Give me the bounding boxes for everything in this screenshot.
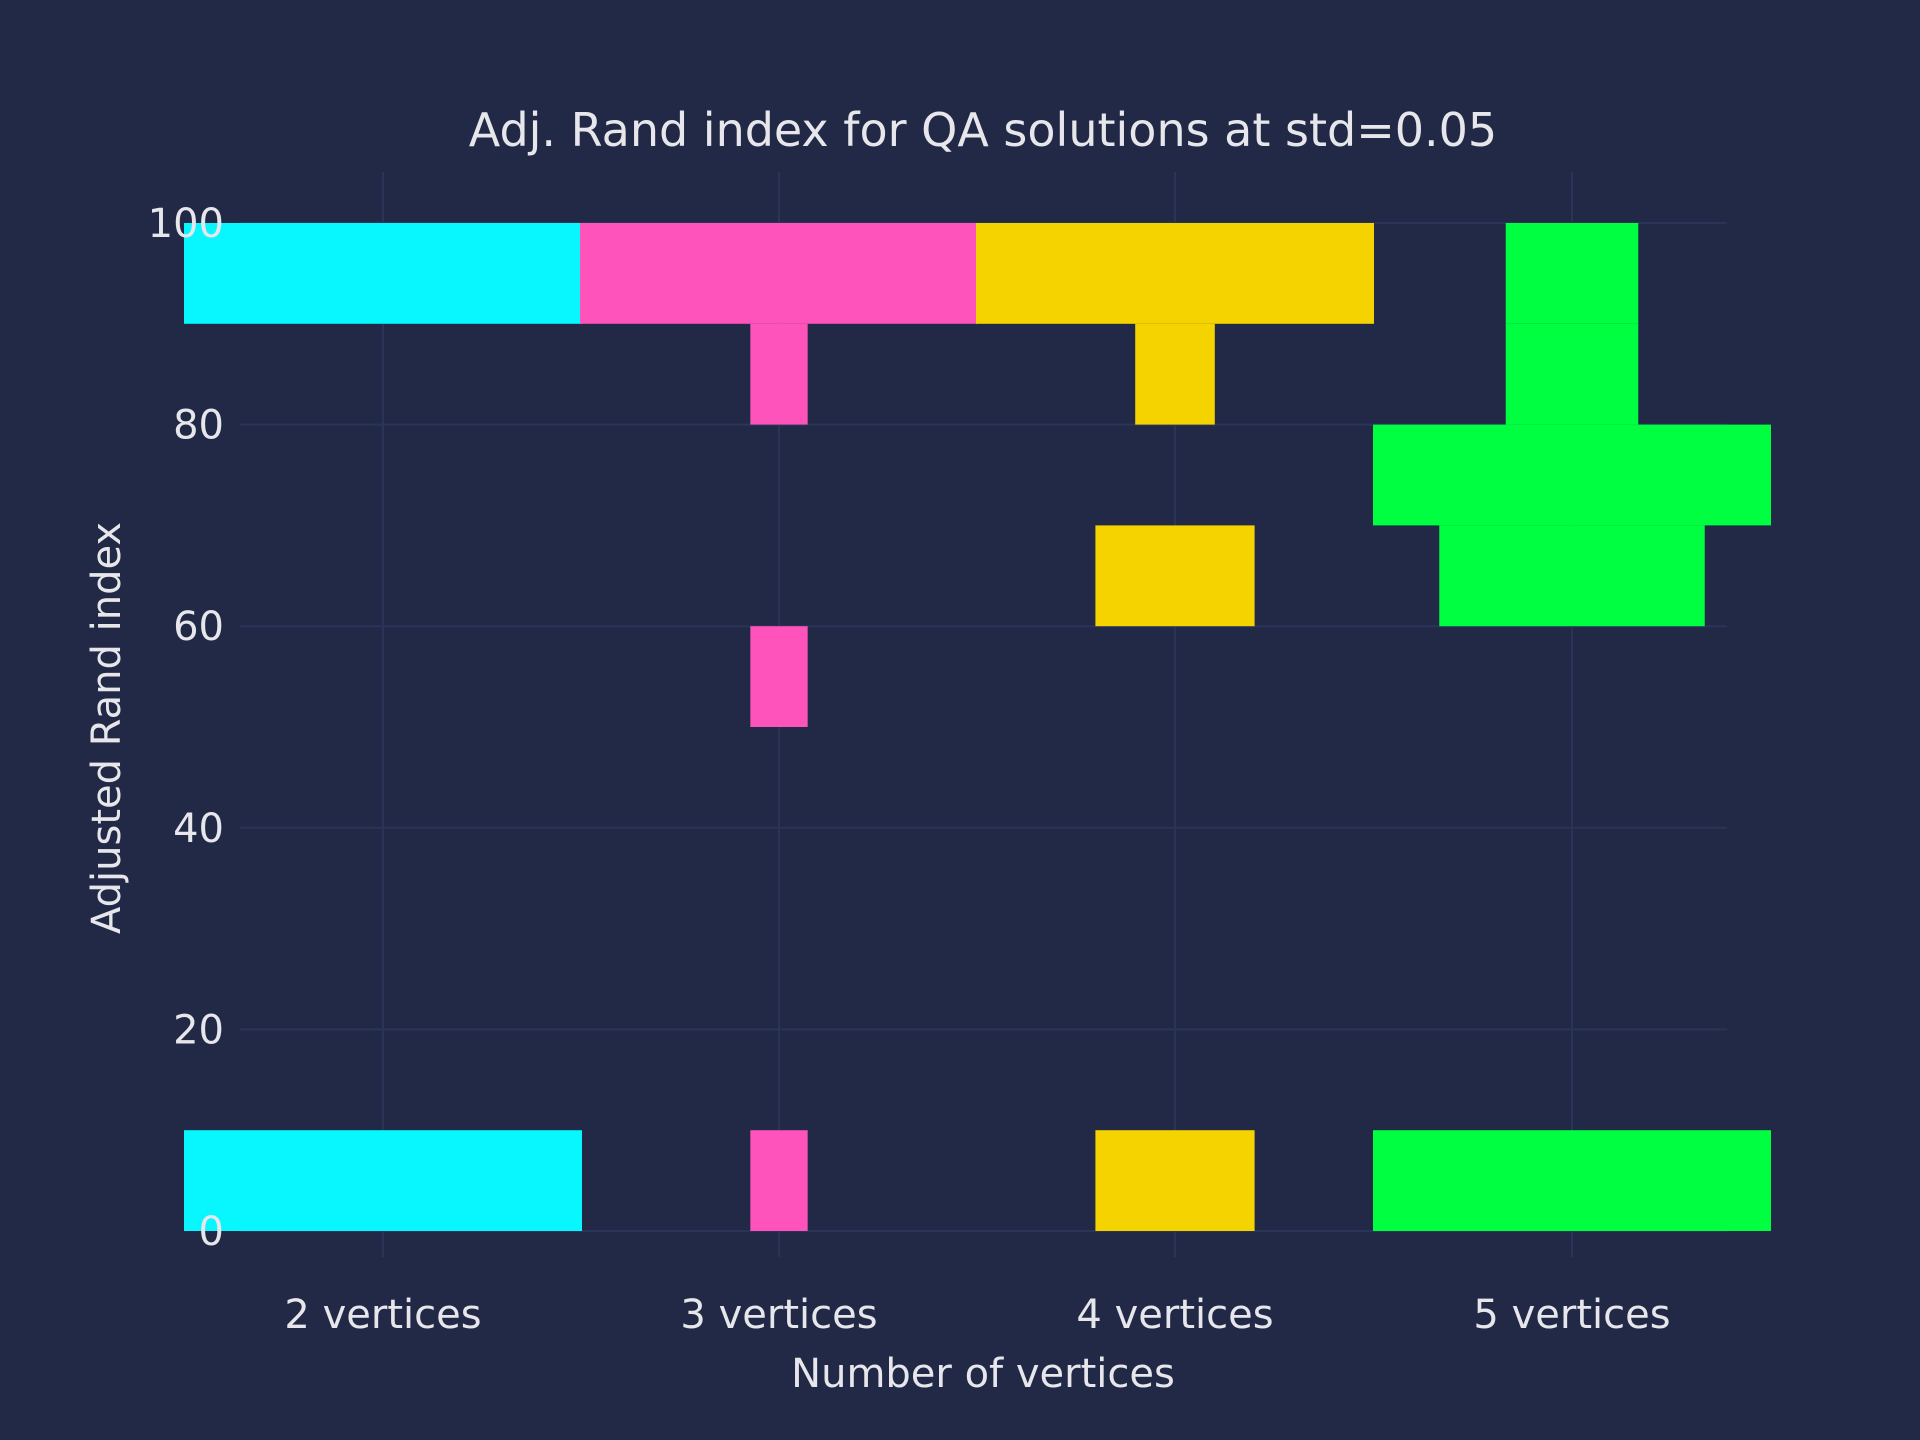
violin-bins bbox=[184, 223, 1771, 1231]
y-tick-labels: 0 20 40 60 80 100 bbox=[148, 201, 224, 1255]
x-tick-label-3: 5 vertices bbox=[1473, 1292, 1670, 1338]
y-tick-label-5: 100 bbox=[148, 201, 224, 247]
bin-3-2 bbox=[1373, 424, 1771, 526]
x-tick-label-0: 2 vertices bbox=[284, 1292, 481, 1338]
bin-0-0 bbox=[184, 1130, 582, 1231]
bin-2-1 bbox=[1095, 525, 1255, 627]
y-tick-label-4: 80 bbox=[173, 403, 224, 449]
y-tick-label-0: 0 bbox=[199, 1209, 224, 1255]
bin-2-3 bbox=[976, 223, 1374, 324]
chart-title: Adj. Rand index for QA solutions at std=… bbox=[469, 103, 1497, 157]
bin-3-0 bbox=[1373, 1130, 1771, 1231]
x-tick-label-1: 3 vertices bbox=[680, 1292, 877, 1338]
x-axis-label: Number of vertices bbox=[791, 1351, 1175, 1397]
bin-1-2 bbox=[750, 323, 808, 425]
bin-2-0 bbox=[1095, 1130, 1255, 1231]
y-tick-label-3: 60 bbox=[173, 604, 224, 650]
bin-3-3 bbox=[1505, 323, 1639, 425]
bin-0-1 bbox=[184, 223, 582, 324]
bin-1-1 bbox=[750, 626, 808, 727]
y-tick-label-1: 20 bbox=[173, 1007, 224, 1053]
x-tick-labels: 2 vertices 3 vertices 4 vertices 5 vertices bbox=[284, 1292, 1670, 1338]
grid bbox=[240, 172, 1727, 1257]
bin-1-3 bbox=[580, 223, 978, 324]
y-tick-label-2: 40 bbox=[173, 806, 224, 852]
bin-2-2 bbox=[1135, 323, 1215, 425]
x-tick-label-2: 4 vertices bbox=[1076, 1292, 1273, 1338]
bin-1-0 bbox=[750, 1130, 808, 1231]
bin-3-4 bbox=[1505, 223, 1639, 324]
bin-3-1 bbox=[1439, 525, 1705, 627]
y-axis-label: Adjusted Rand index bbox=[84, 522, 130, 934]
